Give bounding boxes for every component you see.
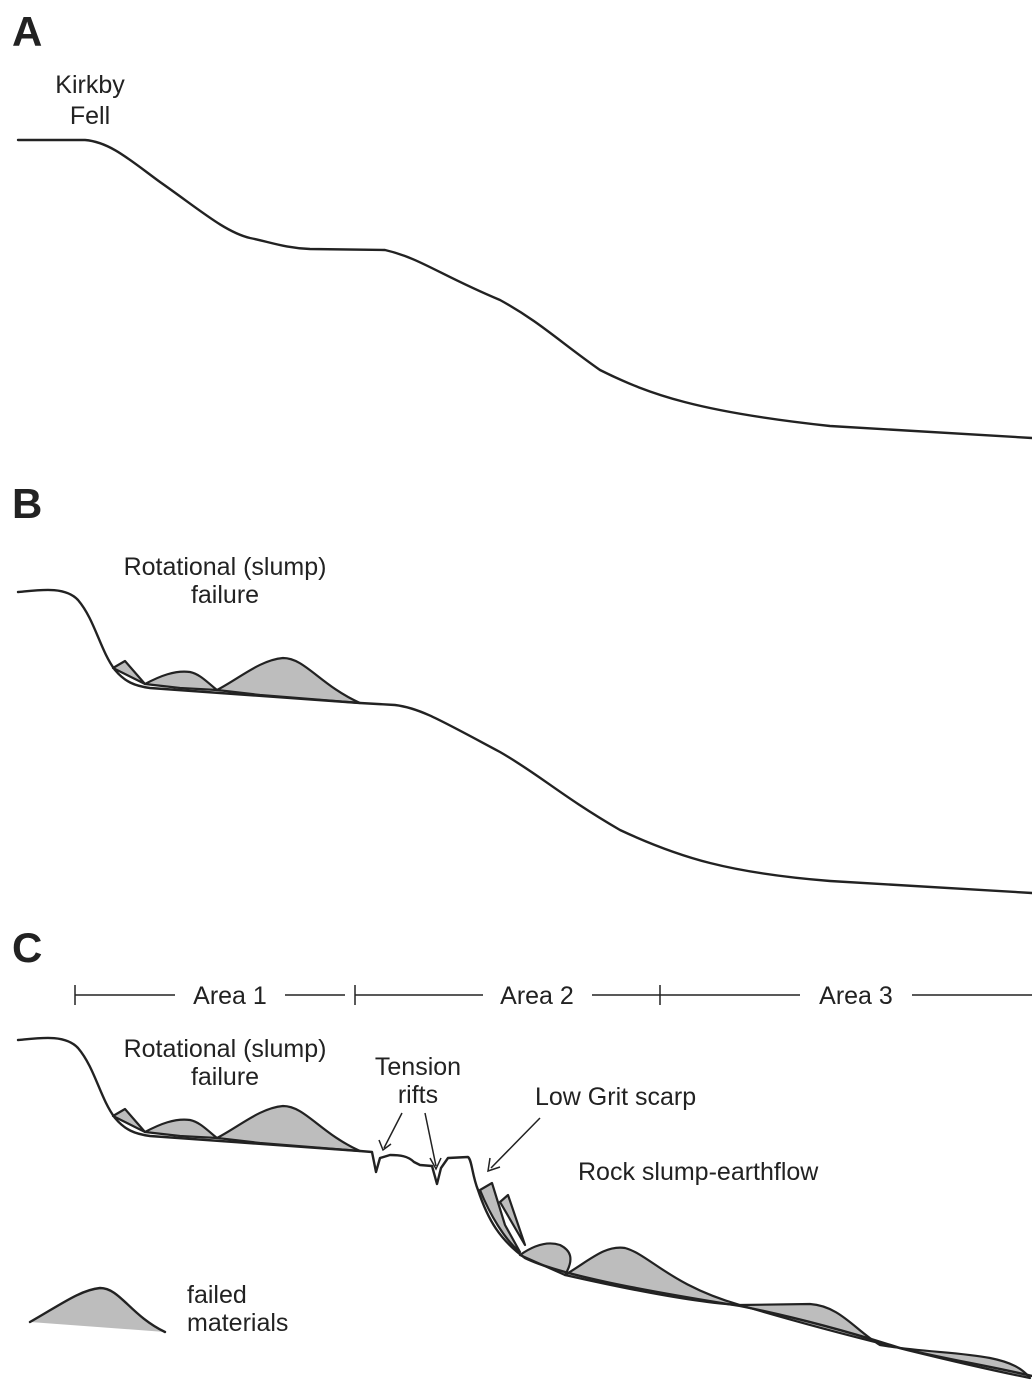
- annotation: rifts: [398, 1081, 438, 1109]
- failed-material: [111, 659, 147, 686]
- legend-label: materials: [187, 1309, 288, 1337]
- annotation: failure: [191, 581, 259, 609]
- failed-material: [143, 670, 219, 692]
- failed-material: [143, 1118, 219, 1140]
- failed-material: [111, 1107, 147, 1134]
- annotation: Rotational (slump): [124, 1035, 327, 1063]
- annotation: Rotational (slump): [124, 553, 327, 581]
- failed-material: [498, 1193, 527, 1247]
- profile: [16, 1036, 1032, 1378]
- failed-material: [518, 1242, 572, 1277]
- area-label: Area 2: [500, 982, 574, 1010]
- arrow: [378, 1112, 403, 1152]
- failed-material: [478, 1181, 522, 1254]
- profile: [16, 588, 1032, 895]
- area-label: Area 1: [193, 982, 267, 1010]
- failed-material: [215, 1104, 362, 1153]
- legend-swatch: [30, 1288, 165, 1332]
- profile: [16, 138, 1032, 440]
- annotation: Fell: [70, 102, 110, 130]
- panel-label: C: [12, 924, 42, 971]
- annotation: failure: [191, 1063, 259, 1091]
- panel-label: B: [12, 480, 42, 527]
- area-label: Area 3: [819, 982, 893, 1010]
- annotation: Low Grit scarp: [535, 1083, 696, 1111]
- failed-material: [215, 656, 362, 705]
- annotation: Rock slump-earthflow: [578, 1158, 819, 1186]
- legend-label: failed: [187, 1281, 247, 1309]
- panel-label: A: [12, 8, 42, 55]
- legend-swatch: [28, 1286, 167, 1334]
- arrow: [487, 1117, 541, 1173]
- annotation: Tension: [375, 1053, 461, 1081]
- annotation: Kirkby: [55, 71, 125, 99]
- arrow: [424, 1112, 442, 1171]
- failed-material: [563, 1246, 742, 1307]
